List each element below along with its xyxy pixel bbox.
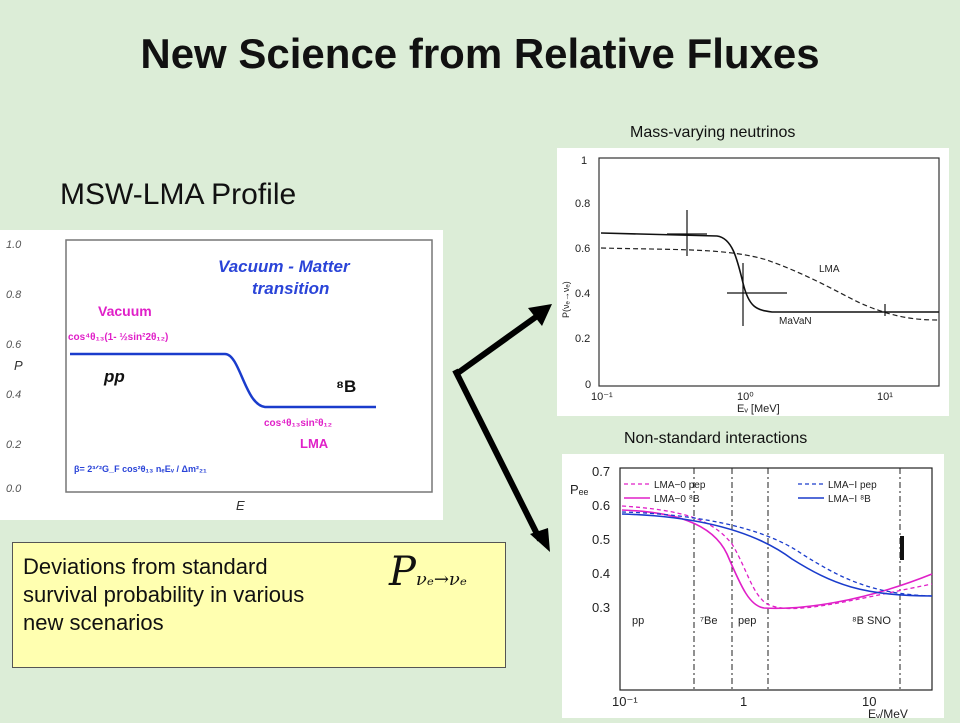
tr-mavan-curve (600, 232, 939, 313)
deviation-note-text: Deviations from standard survival probab… (23, 554, 305, 635)
tr-mavan-label: MaVaN (779, 316, 812, 327)
deviation-note: Deviations from standard survival probab… (12, 542, 506, 668)
tr-xtick-1: 10⁰ (737, 391, 754, 403)
note-formula: Pνₑ→νₑ (389, 549, 467, 595)
left-vacuum-formula: cos⁴θ₁₃(1- ½sin²2θ₁₂) (68, 332, 168, 343)
tr-xlabel: Eᵥ [MeV] (737, 403, 780, 415)
left-vacuum-label: Vacuum (98, 303, 152, 319)
left-ylabel: P (14, 358, 23, 373)
tr-ylabel: P(νₑ→νₑ) (561, 281, 571, 318)
br-ytick-0: 0.7 (592, 464, 610, 479)
br-ytick-3: 0.4 (592, 566, 610, 581)
tr-xtick-2: 10¹ (877, 391, 893, 403)
br-legend-2: LMA−I pep (828, 480, 877, 491)
left-ytick-0: 1.0 (6, 239, 22, 251)
left-heading-line2: transition (252, 279, 329, 298)
left-ytick-5: 0.0 (6, 483, 22, 495)
br-lmaI-b8-curve (621, 513, 933, 597)
left-ytick-4: 0.2 (6, 439, 21, 451)
br-ytick-1: 0.6 (592, 498, 610, 513)
left-b8-label: ⁸B (336, 377, 356, 396)
left-pp-label: pp (103, 367, 125, 386)
left-ytick-3: 0.4 (6, 389, 21, 401)
bottom-right-caption: Non-standard interactions (624, 430, 808, 447)
left-lma-label: LMA (300, 436, 329, 451)
br-ytick-2: 0.5 (592, 532, 610, 547)
br-legend-3: LMA−I ⁸B (828, 494, 871, 505)
slide-subtitle: MSW-LMA Profile (60, 178, 297, 211)
left-ytick-1: 0.8 (6, 289, 22, 301)
tr-ytick-0: 1 (581, 155, 587, 167)
tr-lma-label: LMA (819, 264, 840, 275)
branch-arrows (452, 304, 552, 552)
tr-ytick-1: 0.8 (575, 198, 590, 210)
br-region-lines (693, 468, 901, 690)
top-right-caption: Mass-varying neutrinos (630, 124, 796, 141)
br-marker (900, 536, 904, 560)
left-lma-formula: cos⁴θ₁₃sin²θ₁₂ (264, 418, 332, 429)
left-survival-curve (70, 352, 376, 409)
tr-lma-curve (600, 247, 940, 321)
note-formula-sub: νₑ→νₑ (415, 569, 467, 590)
tr-error-bars (667, 210, 886, 326)
tr-ytick-4: 0.2 (575, 333, 590, 345)
br-xtick-2: 10 (862, 694, 876, 709)
left-ytick-2: 0.6 (6, 339, 22, 351)
left-heading-line1: Vacuum - Matter (218, 257, 351, 276)
br-ylabel: Pₑₑ (570, 482, 589, 497)
bottom-right-plot-svg: 0.7 0.6 0.5 0.4 0.3 Pₑₑ 10⁻¹ 1 10 Eᵥ/MeV… (570, 464, 933, 721)
br-xtick-1: 1 (740, 694, 747, 709)
left-xlabel: E (236, 498, 245, 513)
tr-ytick-3: 0.4 (575, 288, 590, 300)
br-ytick-4: 0.3 (592, 600, 610, 615)
tr-ytick-2: 0.6 (575, 243, 590, 255)
top-right-plot-panel: 1 0.8 0.6 0.4 0.2 0 10⁻¹ 10⁰ 10¹ Eᵥ [MeV… (557, 148, 949, 416)
left-beta-formula: β= 2³ᐟ²G_F cos²θ₁₃ nₑEᵥ / Δm²₂₁ (74, 464, 207, 474)
note-formula-main: P (389, 549, 416, 595)
bottom-right-plot-panel: 0.7 0.6 0.5 0.4 0.3 Pₑₑ 10⁻¹ 1 10 Eᵥ/MeV… (562, 454, 944, 721)
tr-ytick-5: 0 (585, 379, 591, 391)
slide-title: New Science from Relative Fluxes (140, 30, 820, 77)
br-xlabel: Eᵥ/MeV (868, 707, 908, 718)
br-region-pep: pep (738, 615, 756, 627)
br-lmaI-pep-curve (621, 511, 933, 597)
left-plot-svg: 1.0 0.8 0.6 0.4 0.2 0.0 P E Vacuum - Mat… (6, 239, 433, 513)
br-region-pp: pp (632, 615, 644, 627)
br-legend-0: LMA−0 pep (654, 480, 706, 491)
top-right-plot-svg: 1 0.8 0.6 0.4 0.2 0 10⁻¹ 10⁰ 10¹ Eᵥ [MeV… (561, 155, 940, 415)
br-region-b8: ⁸B SNO (852, 615, 891, 627)
tr-xtick-0: 10⁻¹ (591, 391, 613, 403)
left-plot-panel: 1.0 0.8 0.6 0.4 0.2 0.0 P E Vacuum - Mat… (0, 230, 443, 520)
br-legend-1: LMA−0 ⁸B (654, 494, 700, 505)
br-xtick-0: 10⁻¹ (612, 694, 638, 709)
br-region-be7: ⁷Be (700, 615, 717, 627)
